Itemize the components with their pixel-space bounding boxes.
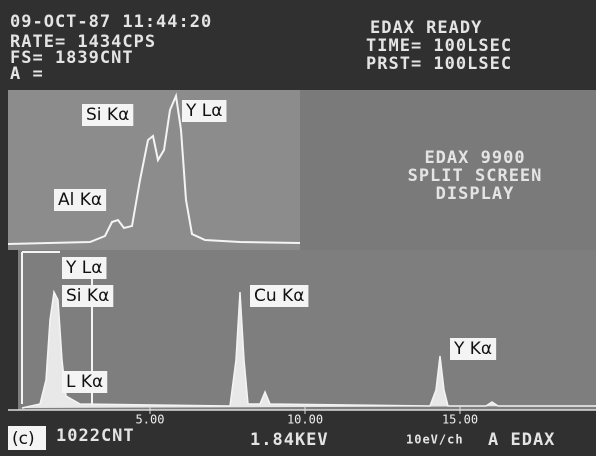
source: A EDAX bbox=[488, 430, 555, 450]
peak-label: Si Kα bbox=[86, 105, 129, 125]
edax-screen: 09-OCT-87 11:44:20 EDAX READY RATE= 1434… bbox=[0, 0, 596, 456]
ev-per-channel: 10eV/ch bbox=[406, 433, 464, 447]
date-time: 09-OCT-87 11:44:20 bbox=[10, 12, 212, 32]
count: 1022CNT bbox=[56, 426, 135, 446]
tick-label: 5.00 bbox=[136, 413, 165, 427]
peak-label: Cu Kα bbox=[254, 286, 304, 306]
peak-label: L Kα bbox=[66, 372, 103, 392]
peak-label: Y Lα bbox=[65, 258, 102, 278]
info-line: EDAX 9900 bbox=[424, 148, 525, 168]
peak-label: Al Kα bbox=[58, 190, 102, 210]
panel-label: (c) bbox=[12, 429, 35, 449]
energy: 1.84KEV bbox=[250, 430, 329, 450]
peak-label: Y Lα bbox=[185, 101, 222, 121]
info-line: SPLIT SCREEN bbox=[408, 166, 543, 186]
info-line: DISPLAY bbox=[436, 184, 515, 204]
upper-panel bbox=[8, 90, 308, 250]
tick-label: 15.00 bbox=[442, 413, 478, 427]
peak-label: Y Kα bbox=[453, 339, 492, 359]
a: A = bbox=[10, 64, 44, 84]
prst: PRST= 100LSEC bbox=[366, 54, 512, 74]
peak-label: Si Kα bbox=[66, 286, 109, 306]
tick-label: 10.00 bbox=[287, 413, 323, 427]
time: TIME= 100LSEC bbox=[366, 36, 512, 56]
status: EDAX READY bbox=[370, 18, 482, 38]
